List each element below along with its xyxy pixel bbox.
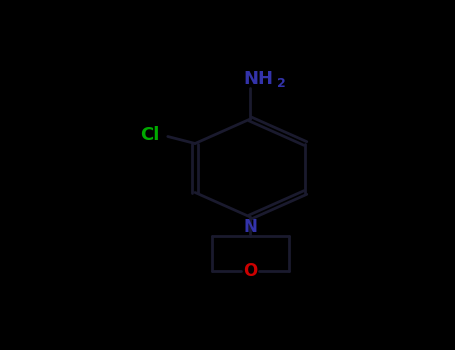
Text: NH: NH — [243, 70, 273, 88]
Text: 2: 2 — [277, 77, 286, 90]
Text: Cl: Cl — [140, 126, 159, 144]
Text: N: N — [243, 218, 257, 237]
Text: O: O — [243, 262, 258, 280]
